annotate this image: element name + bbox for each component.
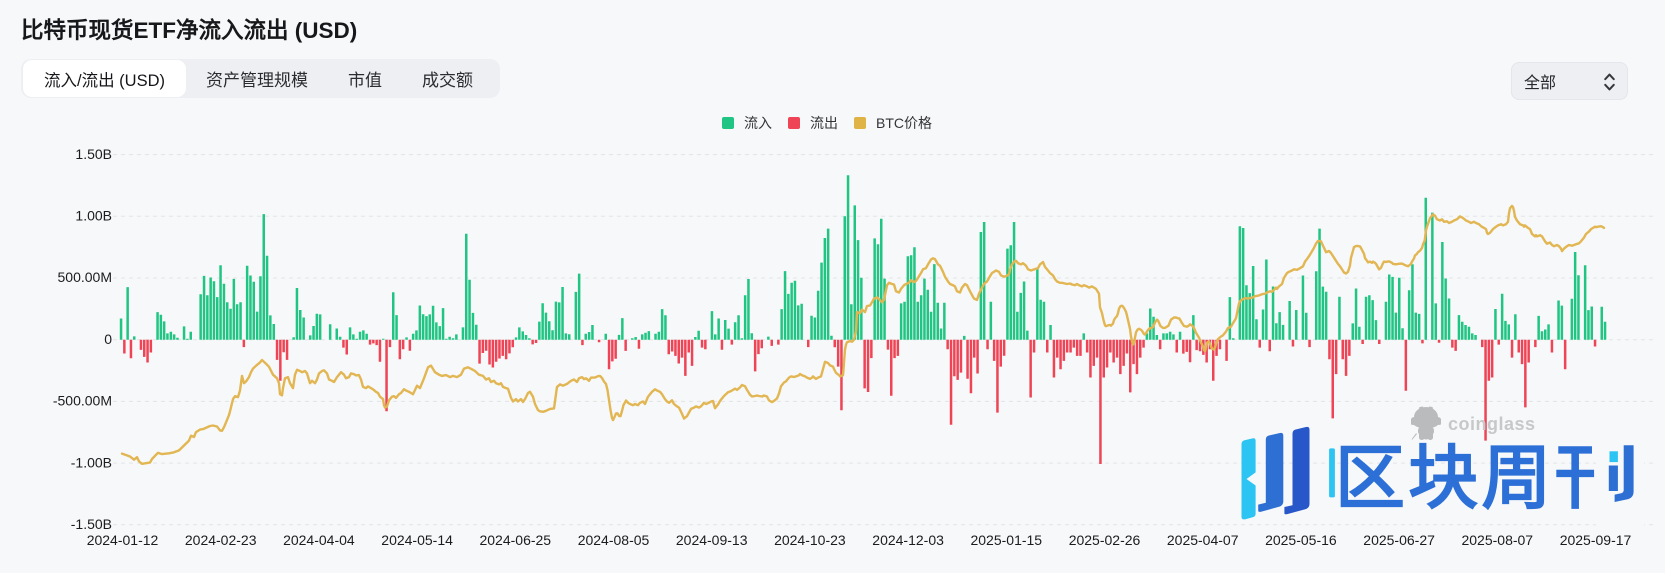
svg-text:2024-02-23: 2024-02-23	[185, 532, 257, 548]
svg-text:1.50B: 1.50B	[75, 146, 112, 162]
svg-text:-1.50B: -1.50B	[71, 516, 112, 532]
svg-text:2024-06-25: 2024-06-25	[479, 532, 551, 548]
svg-text:2024-04-04: 2024-04-04	[283, 532, 355, 548]
svg-text:2025-01-15: 2025-01-15	[970, 532, 1042, 548]
svg-text:1.00B: 1.00B	[75, 208, 112, 224]
svg-text:2024-01-12: 2024-01-12	[87, 532, 159, 548]
svg-text:2025-06-27: 2025-06-27	[1363, 532, 1435, 548]
svg-text:2024-10-23: 2024-10-23	[774, 532, 846, 548]
svg-text:2025-05-16: 2025-05-16	[1265, 532, 1337, 548]
svg-text:2025-02-26: 2025-02-26	[1069, 532, 1141, 548]
svg-text:2025-09-17: 2025-09-17	[1560, 532, 1632, 548]
svg-text:2025-04-07: 2025-04-07	[1167, 532, 1239, 548]
svg-text:0: 0	[104, 331, 112, 347]
svg-text:2024-05-14: 2024-05-14	[381, 532, 453, 548]
svg-text:500.00M: 500.00M	[58, 269, 112, 285]
svg-text:2024-08-05: 2024-08-05	[578, 532, 650, 548]
svg-text:-500.00M: -500.00M	[53, 393, 112, 409]
svg-text:2025-08-07: 2025-08-07	[1461, 532, 1533, 548]
svg-text:2024-09-13: 2024-09-13	[676, 532, 748, 548]
svg-text:2024-12-03: 2024-12-03	[872, 532, 944, 548]
svg-text:-1.00B: -1.00B	[71, 454, 112, 470]
